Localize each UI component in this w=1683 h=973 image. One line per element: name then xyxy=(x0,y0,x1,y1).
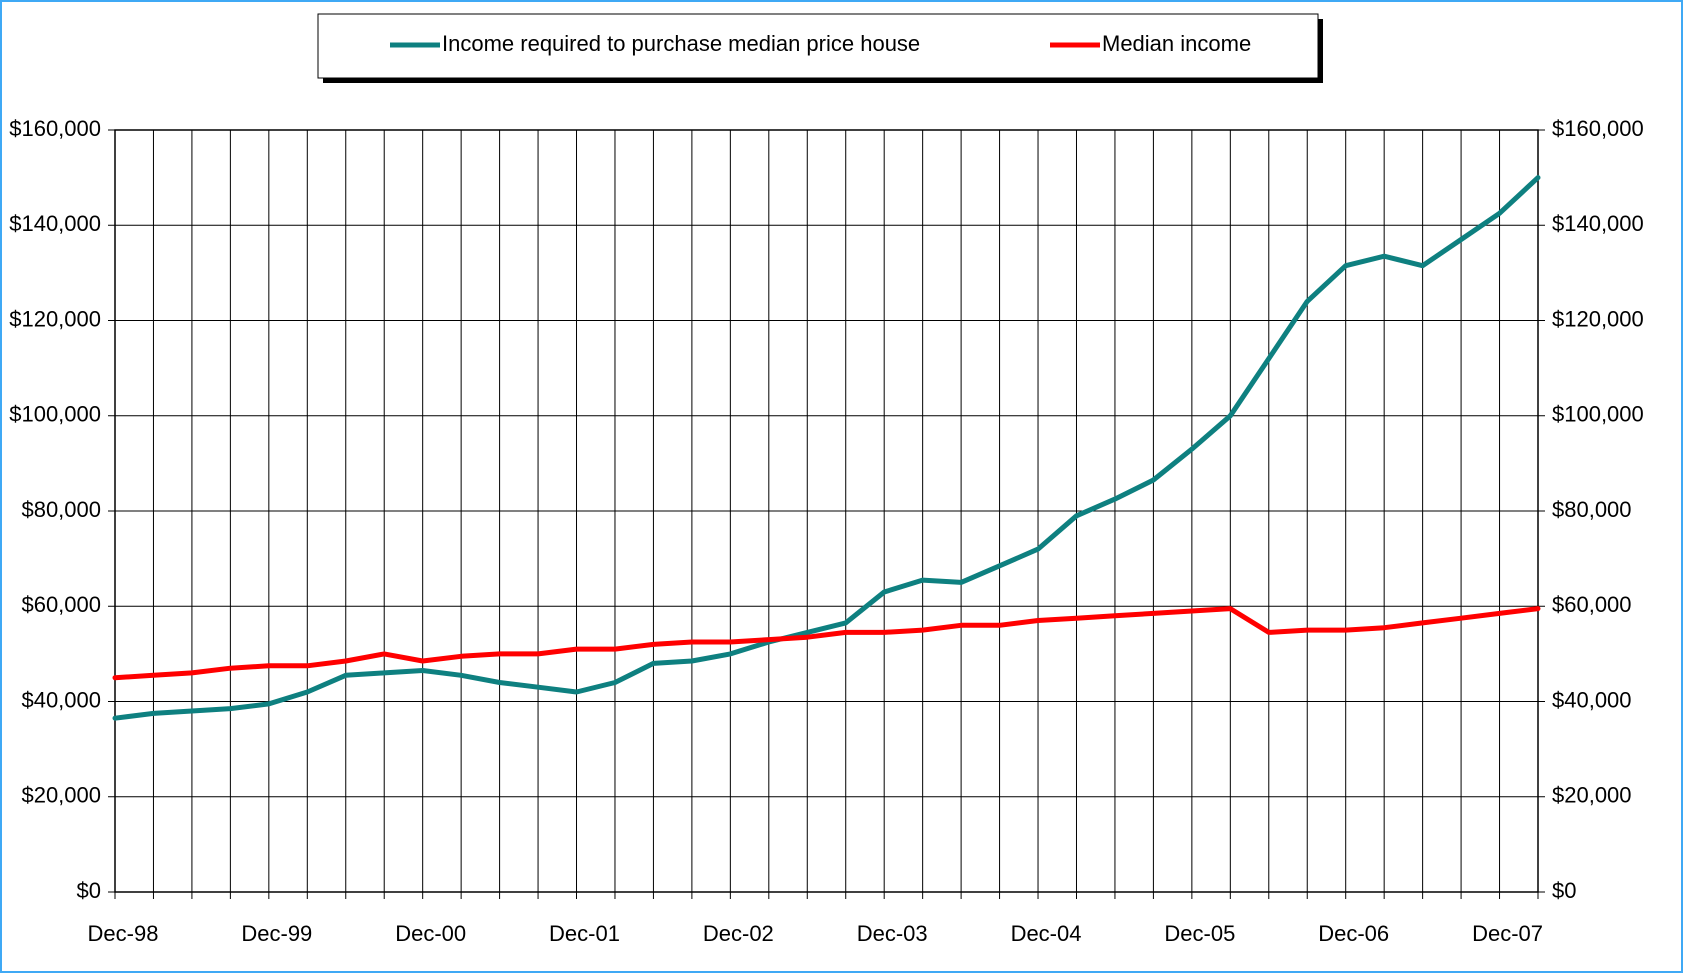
y-tick-label: $0 xyxy=(77,878,101,903)
legend-label: Median income xyxy=(1102,31,1251,56)
y2-tick-label: $80,000 xyxy=(1552,497,1632,522)
y-tick-label: $100,000 xyxy=(9,402,101,427)
series-line xyxy=(112,175,1541,721)
y2-tick-label: $40,000 xyxy=(1552,687,1632,712)
x-tick-label: Dec-99 xyxy=(241,921,312,946)
y2-tick-label: $100,000 xyxy=(1552,402,1644,427)
y-tick-label: $60,000 xyxy=(21,592,101,617)
x-tick-label: Dec-07 xyxy=(1472,921,1543,946)
y2-tick-label: $20,000 xyxy=(1552,783,1632,808)
x-tick-label: Dec-00 xyxy=(395,921,466,946)
y2-tick-label: $140,000 xyxy=(1552,211,1644,236)
x-tick-label: Dec-02 xyxy=(703,921,774,946)
y-tick-label: $160,000 xyxy=(9,116,101,141)
legend-box xyxy=(317,13,1319,79)
y-tick-label: $120,000 xyxy=(9,306,101,331)
plot-border xyxy=(114,129,1539,893)
y2-tick-label: $160,000 xyxy=(1552,116,1644,141)
x-tick-label: Dec-03 xyxy=(857,921,928,946)
y2-tick-label: $120,000 xyxy=(1552,306,1644,331)
x-tick-label: Dec-98 xyxy=(88,921,159,946)
x-tick-label: Dec-05 xyxy=(1164,921,1235,946)
y-tick-label: $140,000 xyxy=(9,211,101,236)
y-tick-label: $20,000 xyxy=(21,783,101,808)
y2-tick-label: $0 xyxy=(1552,878,1576,903)
x-tick-label: Dec-01 xyxy=(549,921,620,946)
y2-tick-label: $60,000 xyxy=(1552,592,1632,617)
y-tick-label: $40,000 xyxy=(21,687,101,712)
series-line xyxy=(112,606,1541,681)
legend-label: Income required to purchase median price… xyxy=(442,31,920,56)
x-tick-label: Dec-06 xyxy=(1318,921,1389,946)
y-tick-label: $80,000 xyxy=(21,497,101,522)
x-tick-label: Dec-04 xyxy=(1011,921,1082,946)
